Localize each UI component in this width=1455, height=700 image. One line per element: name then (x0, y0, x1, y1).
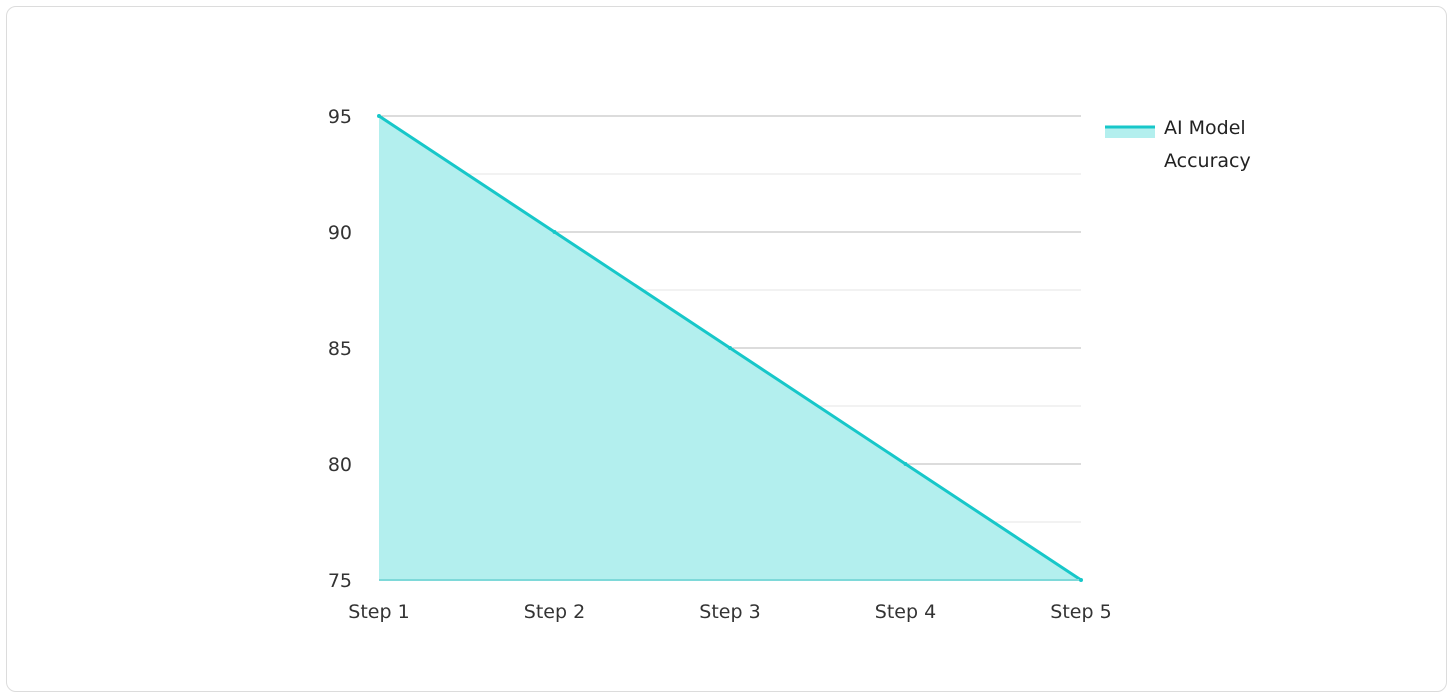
data-point (903, 462, 908, 466)
legend-label-line-2: Accuracy (1164, 150, 1251, 172)
legend-label-line-1: AI Model (1164, 117, 1246, 139)
y-tick-label: 90 (328, 222, 352, 244)
x-tick-label: Step 5 (1050, 601, 1111, 623)
data-point (377, 114, 381, 118)
y-tick-label: 85 (328, 338, 352, 360)
x-tick-label: Step 1 (348, 601, 409, 623)
x-tick-label: Step 2 (524, 601, 585, 623)
data-point (552, 230, 557, 234)
area-layer (377, 114, 1083, 582)
data-point (728, 346, 732, 350)
legend-label: AI Model Accuracy (1164, 117, 1252, 172)
y-axis: 75 80 85 90 95 (328, 106, 352, 592)
legend-swatch-fill (1105, 126, 1155, 138)
x-tick-label: Step 4 (875, 601, 936, 623)
x-tick-label: Step 3 (699, 601, 760, 623)
y-tick-label: 95 (328, 106, 352, 128)
y-tick-label: 75 (328, 570, 352, 592)
legend: AI Model Accuracy (1105, 117, 1252, 172)
x-axis: Step 1 Step 2 Step 3 Step 4 Step 5 (348, 601, 1111, 623)
data-point (1079, 578, 1083, 582)
y-tick-label: 80 (328, 454, 352, 476)
